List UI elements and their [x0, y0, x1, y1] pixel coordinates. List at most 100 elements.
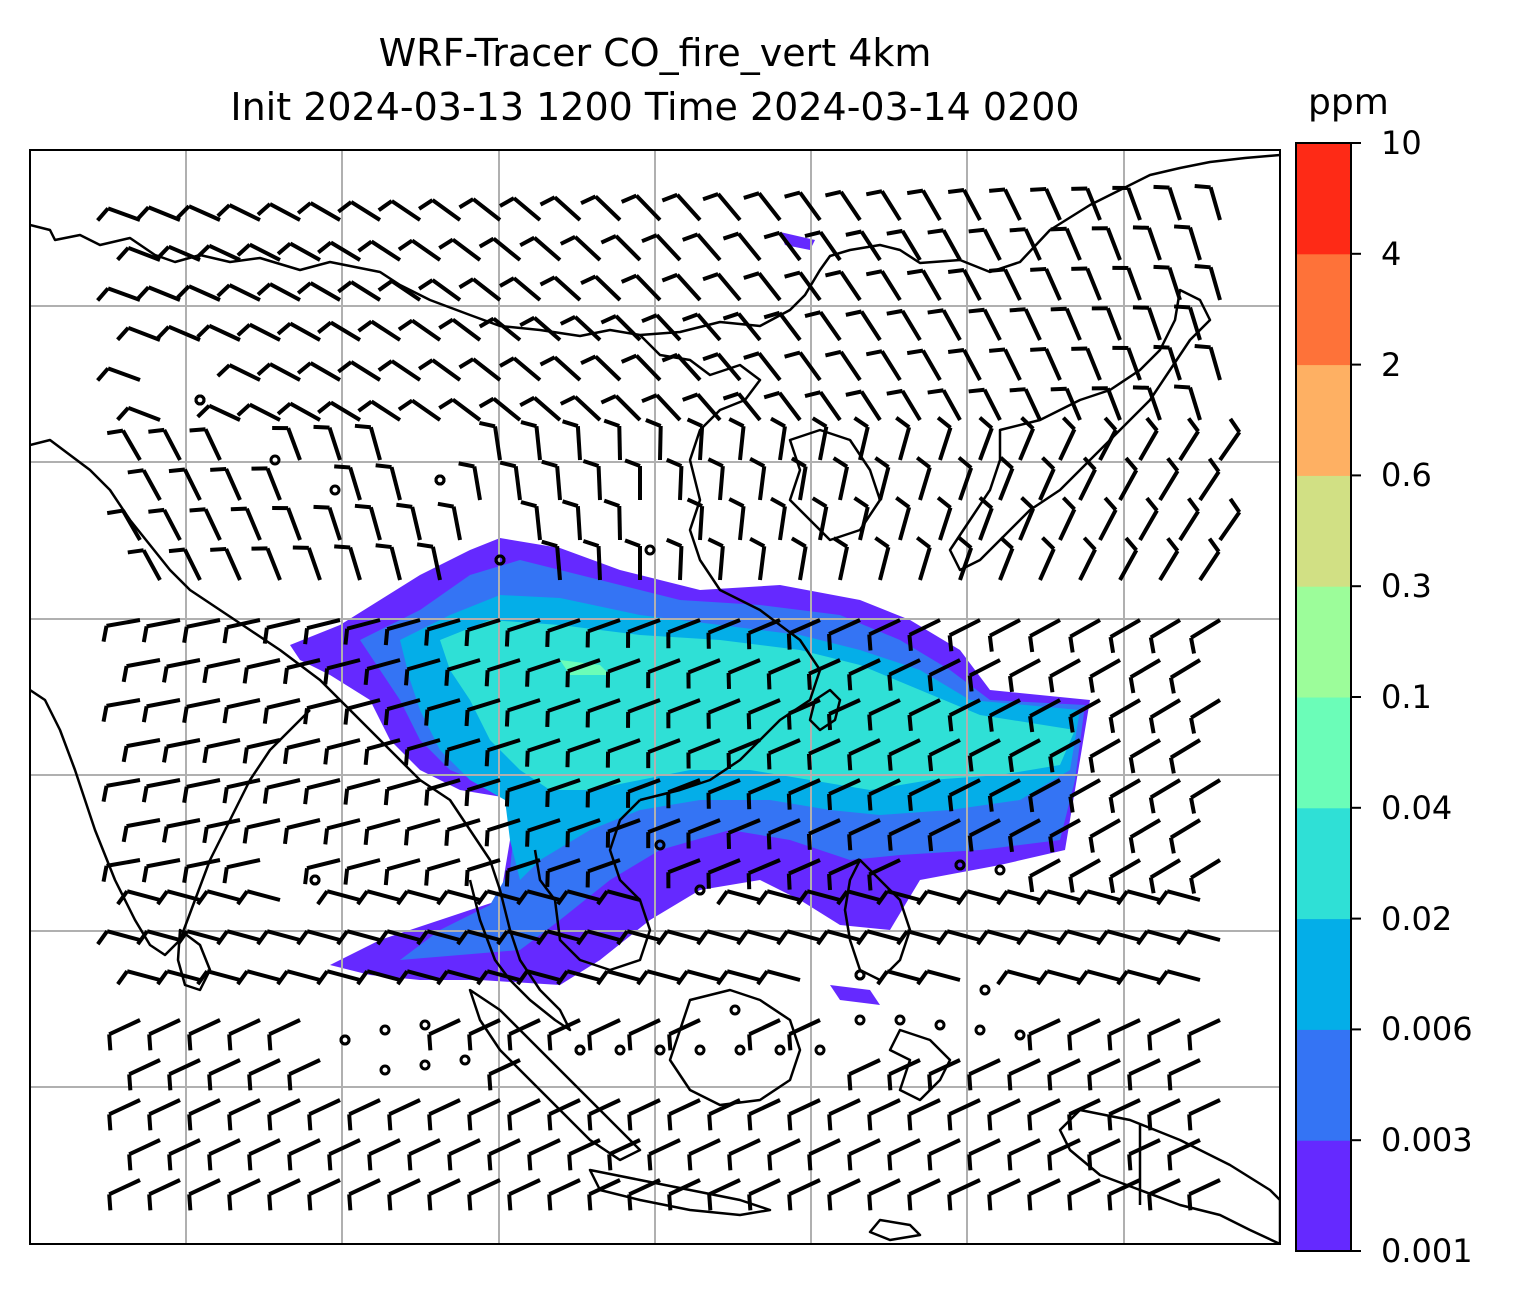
calm-wind-marker [309, 874, 321, 886]
wind-barb [1078, 536, 1097, 581]
wind-barb [947, 347, 982, 381]
plume-south-patch [830, 985, 880, 1005]
coast-east-asia [30, 153, 1280, 338]
wind-barb [487, 1058, 521, 1091]
wind-barb [620, 353, 662, 382]
wind-barb [645, 418, 663, 461]
wind-barb [1116, 889, 1161, 906]
wind-barb [272, 506, 302, 541]
wind-barb [1028, 618, 1061, 653]
wind-barb [867, 778, 901, 811]
wind-barb [527, 1138, 561, 1171]
wind-barb [996, 889, 1041, 906]
wind-barb [666, 618, 701, 649]
wind-barb [927, 308, 962, 341]
wind-barb [96, 929, 141, 946]
wind-barb [936, 416, 953, 461]
wind-barb [667, 1018, 701, 1051]
wind-barb [525, 818, 561, 847]
wind-barb [1036, 889, 1081, 906]
wind-barb [582, 459, 602, 501]
wind-barb [605, 818, 641, 848]
wind-barb [156, 244, 201, 262]
wind-barb [763, 310, 802, 342]
wind-barb [210, 466, 242, 501]
wind-barb [357, 319, 402, 342]
wind-barb [1030, 346, 1062, 381]
wind-barb [1198, 457, 1221, 502]
wind-barb [1218, 417, 1242, 462]
wind-barb [202, 738, 241, 764]
wind-barb [665, 457, 684, 501]
wind-barb [967, 1138, 1001, 1171]
wind-barb [545, 858, 581, 888]
wind-barb [702, 272, 742, 302]
wind-barb [827, 698, 861, 731]
colorbar-segment [1296, 807, 1351, 920]
colorbar-segment [1296, 475, 1351, 587]
wind-barb [507, 1178, 541, 1211]
wind-barb [1132, 305, 1162, 341]
wind-barb [766, 738, 801, 770]
wind-barb [1087, 1058, 1121, 1091]
wind-barb [316, 969, 361, 986]
wind-barb [956, 889, 1001, 906]
wind-barb [1050, 306, 1082, 341]
wind-barb [647, 1138, 681, 1171]
wind-barb [182, 618, 221, 643]
wind-barb [547, 1098, 581, 1131]
wind-barb [377, 199, 422, 222]
calm-wind-marker [644, 544, 656, 556]
wind-barb [978, 416, 994, 461]
wind-barb [187, 1098, 221, 1131]
wind-barb [1076, 969, 1121, 986]
wind-barb [424, 858, 461, 886]
wind-barb [559, 395, 602, 422]
wind-barb [456, 929, 501, 946]
wind-barb [1027, 1098, 1061, 1131]
wind-barb [1178, 497, 1200, 542]
wind-barb [895, 416, 912, 461]
wind-barb [196, 243, 241, 262]
wind-barb [1127, 1138, 1161, 1171]
wind-barb [427, 1178, 461, 1211]
wind-barb [96, 286, 141, 302]
wind-barb [282, 818, 321, 845]
wind-barb [845, 229, 882, 262]
wind-barb [915, 456, 932, 501]
wind-barb [824, 349, 862, 382]
wind-barb [787, 1178, 821, 1211]
wind-barb [686, 658, 721, 689]
colorbar-segment [1296, 697, 1351, 809]
wind-barb [988, 347, 1022, 381]
wind-barb [478, 396, 522, 422]
wind-barb [236, 402, 281, 422]
calm-wind-marker [729, 1004, 741, 1016]
wind-barb [227, 1018, 261, 1051]
wind-barb [383, 698, 421, 726]
wind-barb [747, 1098, 781, 1131]
wind-barb [947, 698, 981, 732]
wind-barb [827, 1178, 861, 1211]
wind-barb [706, 858, 741, 889]
wind-barb [1027, 1178, 1061, 1211]
wind-barb [784, 190, 822, 222]
wind-barb [1068, 698, 1101, 733]
wind-barb [267, 1178, 301, 1211]
wind-barb [107, 1018, 141, 1051]
wind-barb [1194, 343, 1222, 381]
calm-wind-marker [774, 1044, 786, 1056]
wind-barb [478, 316, 522, 342]
wind-barb [967, 738, 1001, 772]
colorbar-tick-label: 0.02 [1381, 899, 1453, 938]
wind-barb [786, 618, 821, 650]
wind-barb [726, 738, 761, 770]
wind-barb [1173, 304, 1202, 341]
wind-barb [1176, 929, 1221, 946]
wind-barb [354, 423, 382, 461]
wind-barb [267, 1098, 301, 1131]
wind-barb [189, 427, 222, 461]
calm-wind-marker [814, 1044, 826, 1056]
wind-barb [915, 536, 932, 581]
wind-barb [1067, 1098, 1101, 1131]
